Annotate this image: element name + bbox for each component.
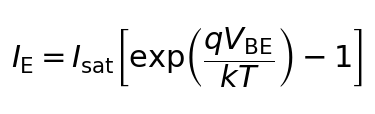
Text: $I_\mathrm{E} = I_\mathrm{sat} \left[\exp\!\left(\dfrac{qV_\mathrm{BE}}{kT}\righ: $I_\mathrm{E} = I_\mathrm{sat} \left[\ex… <box>11 25 364 89</box>
